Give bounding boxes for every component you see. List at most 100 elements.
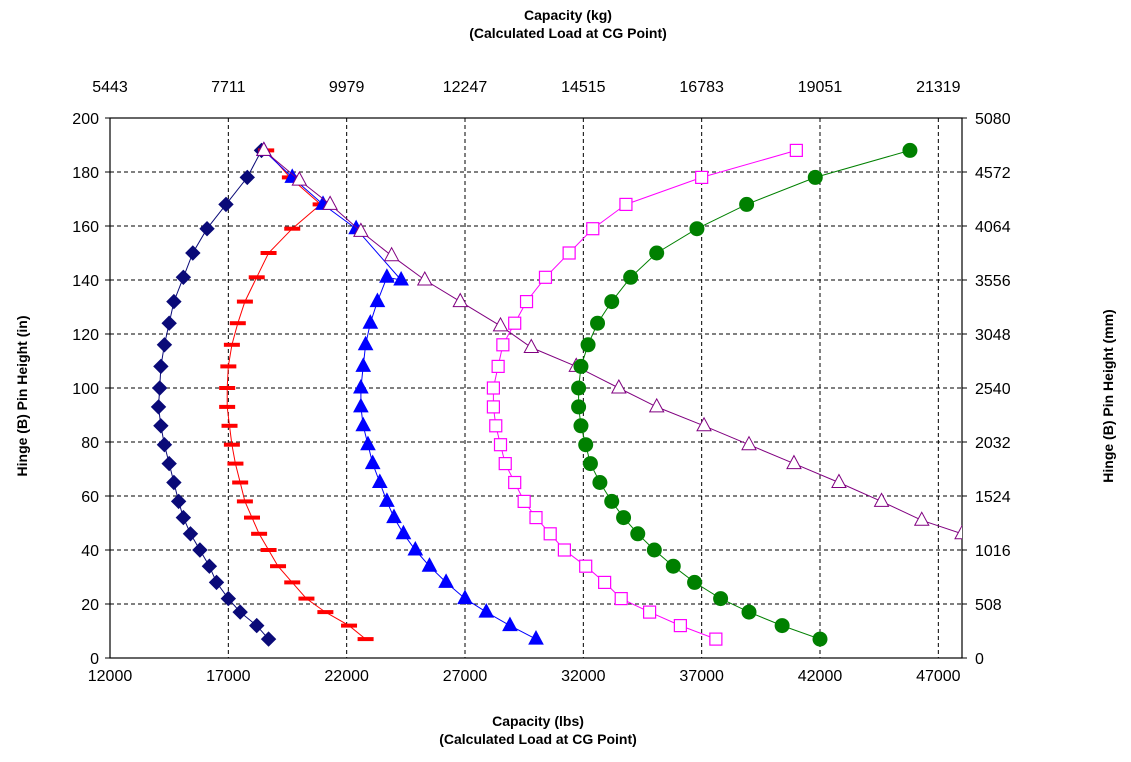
series-1-point — [185, 245, 201, 261]
series-6-point — [616, 510, 632, 526]
series-6-point — [902, 142, 918, 158]
series-5-point — [508, 475, 522, 490]
series-6-point — [713, 591, 729, 607]
series-5-point — [498, 457, 512, 471]
series-2-point — [357, 637, 374, 642]
series-1-point — [201, 558, 218, 574]
x-top-tick-label: 19051 — [798, 79, 843, 96]
series-2-point — [248, 275, 265, 280]
series-3-point — [379, 492, 395, 507]
series-3-point — [364, 454, 381, 470]
series-4-point — [291, 171, 308, 186]
series-1-point — [153, 418, 169, 434]
series-2-point — [232, 480, 249, 485]
series-5-point — [529, 511, 543, 525]
x-top-tick-label: 7711 — [211, 79, 246, 96]
series-1-point — [170, 493, 187, 510]
y-right-tick-label: 3556 — [975, 273, 1011, 290]
series-2-point — [229, 321, 246, 326]
series-3-point — [478, 603, 495, 618]
series-5-point — [486, 400, 500, 414]
series-1-point — [192, 542, 208, 558]
series-1-point — [232, 604, 248, 620]
series-5-point — [489, 419, 503, 433]
series-5-point — [517, 494, 531, 508]
series-1-point — [153, 358, 169, 375]
series-3-point — [355, 357, 372, 372]
axes-layer: 1200054431700077112200099792700012247320… — [72, 79, 1010, 685]
series-1-point — [182, 526, 199, 542]
y-right-tick-label: 3048 — [975, 327, 1011, 344]
series-5-line — [492, 149, 797, 640]
series-5-point — [579, 559, 593, 573]
series-4-point — [873, 492, 890, 507]
series-1 — [150, 142, 277, 647]
y-left-tick-label: 60 — [81, 489, 99, 506]
series-3-line — [263, 150, 537, 640]
series-2-point — [284, 580, 301, 585]
series-4-point — [322, 195, 338, 210]
left-axis-title: Hinge (B) Pin Height (in) — [14, 316, 30, 477]
x-top-tick-label: 21319 — [916, 79, 961, 96]
series-2-point — [251, 531, 268, 536]
right-axis-title: Hinge (B) Pin Height (mm) — [1100, 309, 1116, 482]
series-2-point — [298, 596, 315, 601]
series-1-point — [239, 169, 255, 186]
series-4-point — [523, 338, 540, 353]
series-3-point — [421, 557, 438, 572]
series-6-point — [741, 604, 757, 620]
y-left-tick-label: 20 — [81, 597, 99, 614]
series-6-point — [649, 245, 665, 261]
series-5-point — [519, 295, 534, 309]
series-1-point — [218, 196, 234, 213]
series-4-point — [648, 397, 665, 413]
series-6-point — [571, 399, 587, 415]
x-bottom-tick-label: 22000 — [324, 668, 369, 685]
series-3-point — [353, 397, 369, 413]
y-left-tick-label: 140 — [72, 273, 99, 290]
series-5-point — [557, 543, 572, 557]
series-4-point — [255, 141, 272, 156]
series-5-point — [586, 222, 600, 236]
series-6-point — [807, 169, 823, 185]
x-top-tick-label: 5443 — [92, 79, 128, 96]
series-4-point — [913, 511, 930, 526]
series-6-point — [578, 437, 594, 453]
series-4-point — [610, 378, 627, 394]
series-6-point — [687, 574, 703, 590]
y-left-tick-label: 0 — [90, 651, 99, 668]
series-2-point — [341, 623, 358, 628]
series-5-point — [543, 527, 557, 541]
series-6-point — [580, 337, 596, 353]
series-2-point — [260, 251, 277, 255]
series-2-point — [236, 299, 253, 304]
series-2-point — [223, 342, 240, 347]
x-bottom-tick-label: 47000 — [916, 668, 961, 685]
series-6-point — [812, 631, 828, 647]
y-left-tick-label: 160 — [72, 219, 99, 236]
series-3-point — [379, 268, 395, 283]
series-5-point — [538, 270, 553, 284]
x-top-tick-label: 14515 — [561, 79, 606, 96]
bottom-axis-title-line1: Capacity (lbs) — [492, 713, 584, 729]
series-6-point — [573, 418, 589, 434]
series-5-point — [491, 359, 505, 373]
series-1-point — [161, 455, 177, 472]
series-5-point — [508, 316, 522, 330]
series-6-point — [623, 269, 639, 285]
series-1-point — [156, 337, 173, 353]
series-5-point — [598, 575, 612, 590]
series-3-point — [457, 589, 473, 605]
series-6-point — [573, 358, 589, 374]
series-3-point — [528, 630, 544, 645]
series-6-point — [774, 618, 790, 634]
y-left-tick-label: 200 — [72, 111, 99, 128]
x-bottom-tick-label: 42000 — [798, 668, 843, 685]
series-4-point — [353, 222, 369, 237]
series-2-point — [244, 515, 260, 520]
series-3-point — [393, 270, 409, 286]
series-layer — [150, 141, 962, 647]
series-1-point — [208, 574, 225, 591]
series-6-point — [582, 456, 598, 472]
series-4-point — [696, 416, 712, 432]
